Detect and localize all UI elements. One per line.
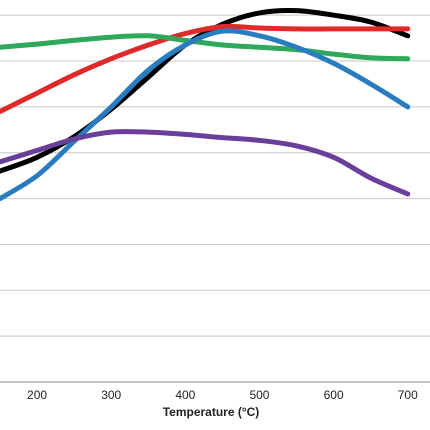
grid-lines bbox=[0, 14, 430, 337]
x-tick-label-5: 700 bbox=[398, 388, 418, 402]
x-tick-labels: 200 300 400 500 600 700 bbox=[27, 388, 418, 402]
x-tick-label-4: 600 bbox=[324, 388, 344, 402]
series-line-3 bbox=[0, 28, 411, 202]
series-group bbox=[0, 7, 411, 202]
series-line-4 bbox=[0, 129, 411, 197]
series-line-1 bbox=[0, 23, 411, 114]
x-axis-title: Temperature (°C) bbox=[163, 405, 260, 419]
x-tick-label-2: 400 bbox=[175, 388, 195, 402]
x-tick-label-0: 200 bbox=[27, 388, 47, 402]
series-line-2 bbox=[0, 33, 411, 62]
x-tick-label-1: 300 bbox=[101, 388, 121, 402]
x-tick-label-3: 500 bbox=[249, 388, 269, 402]
